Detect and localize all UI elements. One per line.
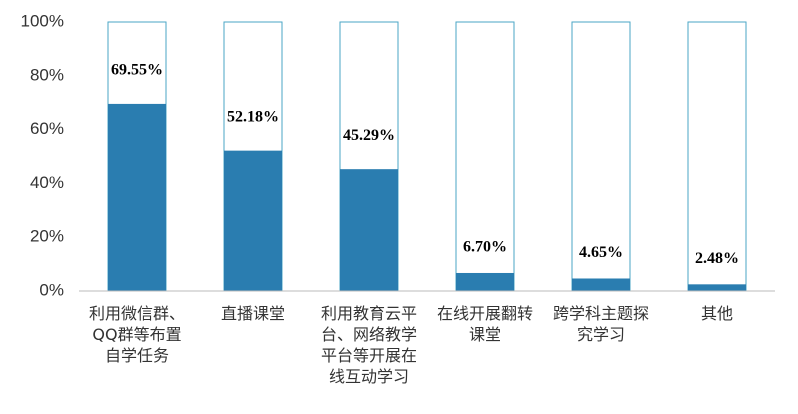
bar <box>108 103 166 292</box>
value-label: 2.48% <box>695 250 739 267</box>
y-tick-label: 0% <box>39 280 64 299</box>
y-tick-label: 40% <box>30 173 64 192</box>
x-tick-label: 利用教育云平台、网络教学平台等开展在线互动学习 <box>320 304 417 386</box>
y-tick-label: 20% <box>30 227 64 246</box>
y-tick-label: 80% <box>30 65 64 84</box>
value-label: 4.65% <box>579 244 623 261</box>
bar <box>224 150 282 291</box>
x-tick-label: 在线开展翻转课堂 <box>436 304 533 344</box>
y-tick-label: 60% <box>30 119 64 138</box>
bar <box>456 272 514 291</box>
x-tick-label: 直播课堂 <box>220 304 285 323</box>
x-tick-label: 利用微信群、QQ群等布置自学任务 <box>88 304 185 365</box>
value-label: 52.18% <box>227 108 279 125</box>
value-label: 6.70% <box>463 239 507 256</box>
x-tick-label: 其他 <box>700 304 733 323</box>
value-label: 45.29% <box>343 127 395 144</box>
bar <box>340 169 398 291</box>
value-label: 69.55% <box>111 62 163 79</box>
bar <box>688 284 746 291</box>
bar <box>572 278 630 291</box>
y-tick-label: 100% <box>21 11 64 30</box>
x-tick-label: 跨学科主题探究学习 <box>552 304 649 344</box>
